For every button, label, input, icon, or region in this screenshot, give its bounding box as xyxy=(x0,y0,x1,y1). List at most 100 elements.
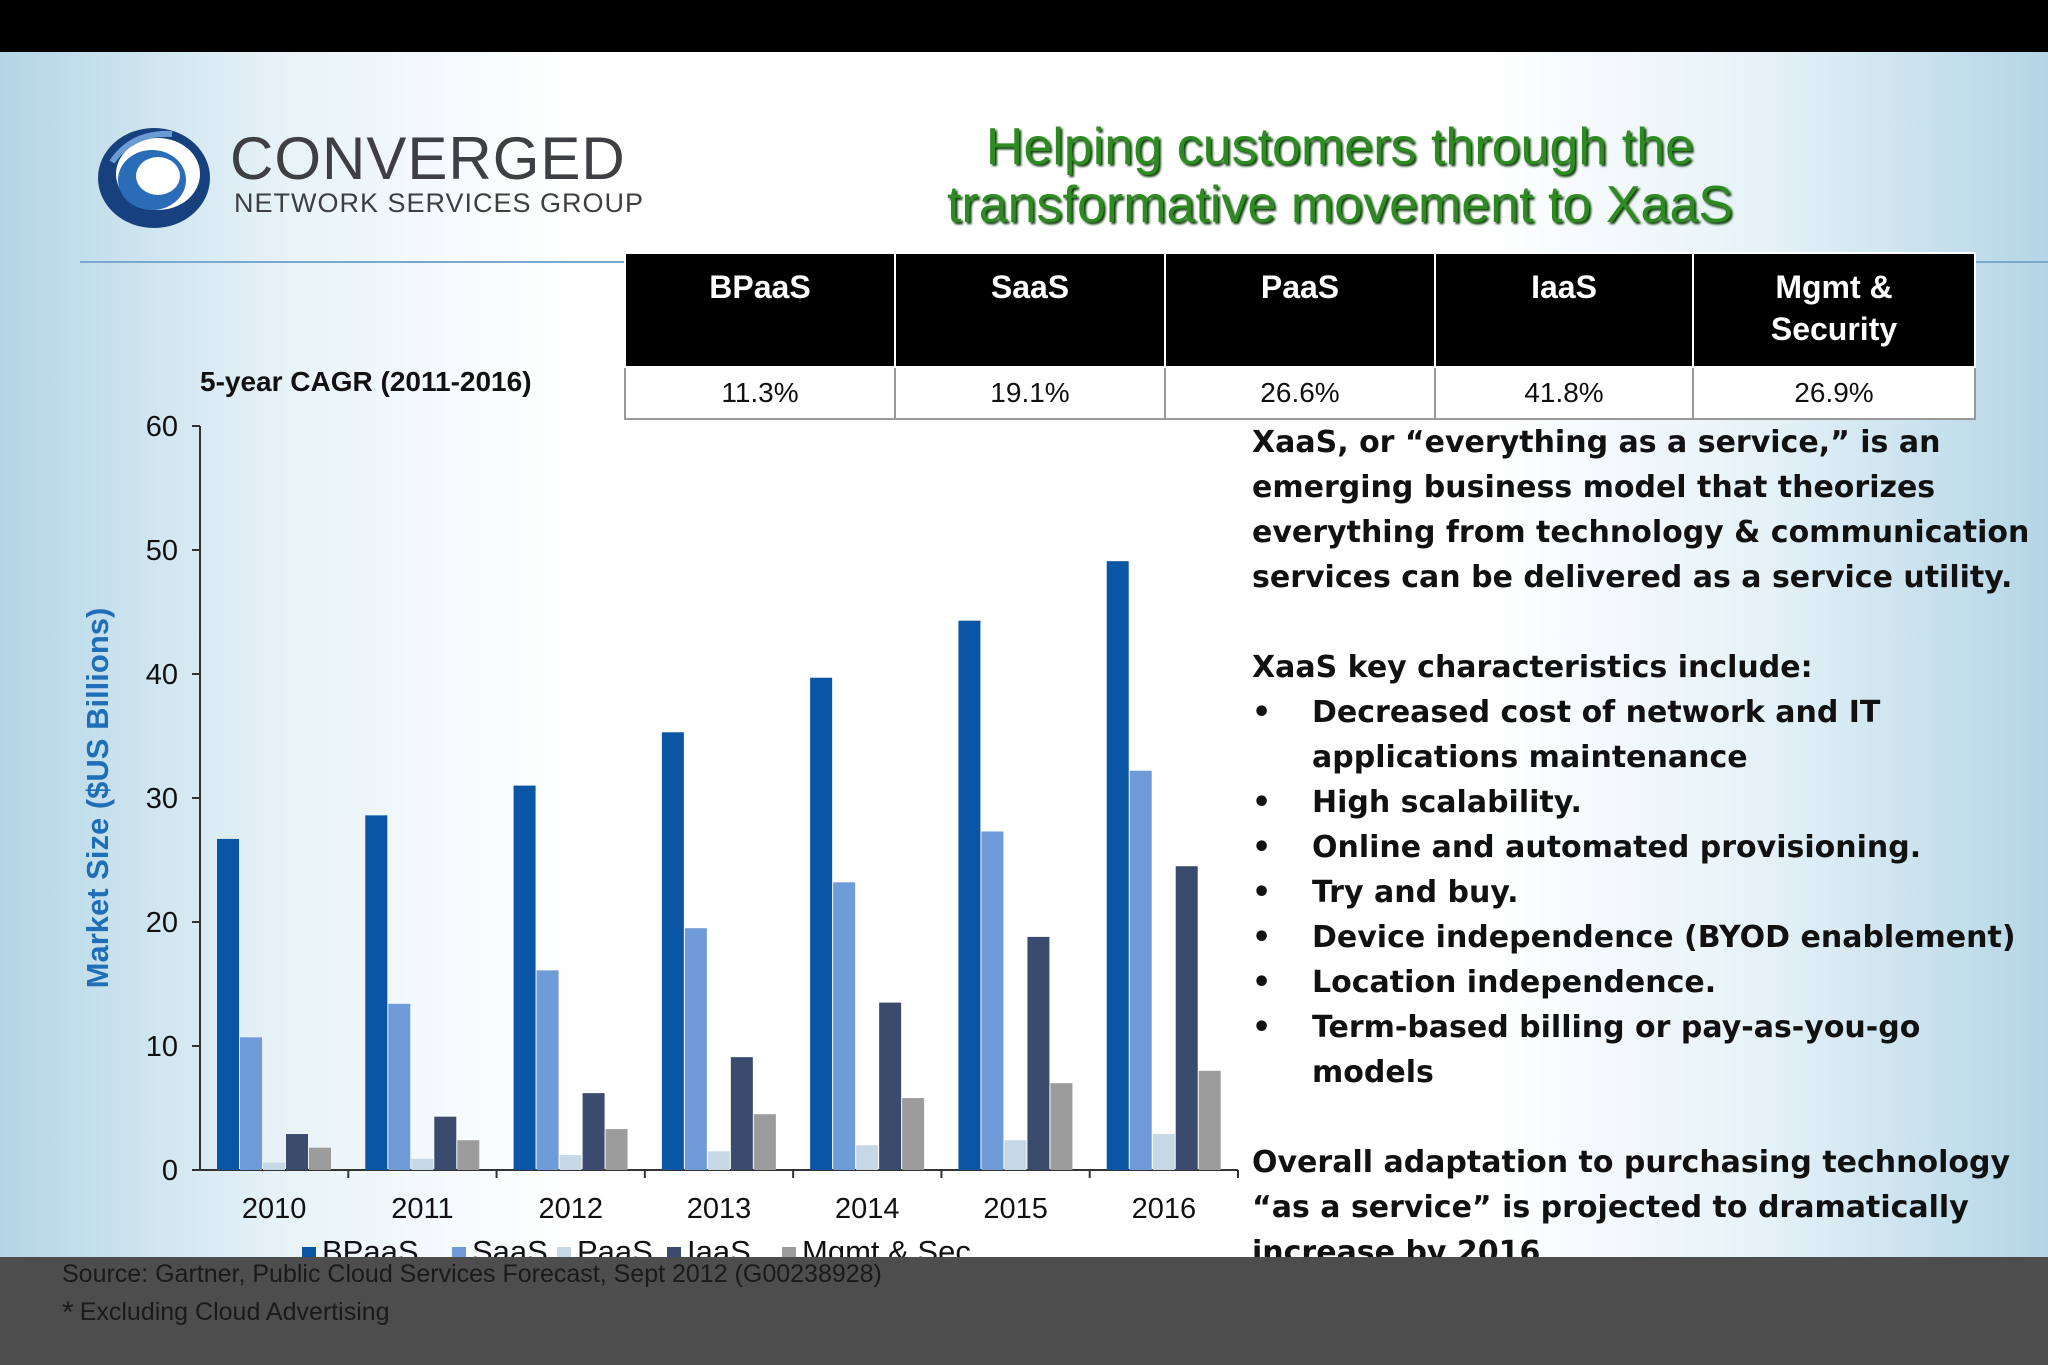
y-tick-label: 10 xyxy=(146,1031,178,1063)
bar-iaas-2013 xyxy=(730,1057,753,1170)
market-size-bar-chart: 0 10 20 30 40 50 60 Market Size ($US Billions) 2… xyxy=(80,411,1239,1257)
legend-swatch xyxy=(302,1247,316,1257)
bar-iaas-2012 xyxy=(582,1093,605,1170)
x-tick-label: 2014 xyxy=(835,1193,900,1225)
slide: CONVERGED NETWORK SERVICES GROUP Helping… xyxy=(0,52,2048,1257)
list-item: • Device independence (BYOD enablement) xyxy=(1252,915,2042,960)
bar-paas-2011 xyxy=(411,1158,434,1170)
bullet-icon: • xyxy=(1252,695,1272,730)
bar-paas-2012 xyxy=(559,1155,582,1170)
cagr-header-paas: PaaS xyxy=(1164,252,1436,368)
xaas-description-panel: XaaS, or “everything as a service,” is a… xyxy=(1252,420,2042,1257)
x-tick-label: 2011 xyxy=(391,1193,453,1225)
footnote-text: Excluding Cloud Advertising xyxy=(79,1298,390,1326)
bar-saas-2010 xyxy=(240,1037,262,1170)
legend-label: PaaS xyxy=(577,1234,653,1257)
cagr-value-paas: 26.6% xyxy=(1164,366,1436,420)
cagr-value-iaas: 41.8% xyxy=(1434,366,1694,420)
bar-mgmt-sec-2016 xyxy=(1198,1070,1221,1170)
bar-saas-2015 xyxy=(981,831,1004,1170)
bar-bpaas-2011 xyxy=(365,815,388,1170)
y-axis-title: Market Size ($US Billions) xyxy=(80,608,115,989)
legend-label: IaaS xyxy=(687,1234,751,1257)
footer-band xyxy=(0,1257,2048,1365)
bar-iaas-2011 xyxy=(434,1116,457,1170)
characteristics-list: • Decreased cost of network and IT applic… xyxy=(1252,690,2042,1095)
bar-saas-2013 xyxy=(684,928,707,1170)
bar-saas-2014 xyxy=(833,882,856,1170)
logo-subtitle: NETWORK SERVICES GROUP xyxy=(234,188,645,218)
cagr-value-row: 11.3% 19.1% 26.6% 41.8% 26.9% xyxy=(624,366,1976,420)
bar-mgmt-sec-2015 xyxy=(1050,1083,1073,1170)
bar-bpaas-2010 xyxy=(217,838,239,1170)
bar-iaas-2010 xyxy=(286,1134,308,1170)
bar-paas-2015 xyxy=(1004,1140,1027,1170)
cagr-header-row: BPaaS SaaS PaaS IaaS Mgmt & Security xyxy=(624,252,1976,368)
footnote: * Excluding Cloud Advertising xyxy=(62,1296,390,1330)
slide-headline: Helping customers through the transforma… xyxy=(880,118,1800,234)
bar-saas-2016 xyxy=(1129,770,1152,1170)
bullet-icon: • xyxy=(1252,920,1272,955)
bar-mgmt-sec-2012 xyxy=(605,1129,628,1170)
bar-iaas-2014 xyxy=(879,1002,902,1170)
bar-mgmt-sec-2014 xyxy=(902,1098,925,1170)
legend-label: BPaaS xyxy=(322,1234,419,1257)
list-item: • Try and buy. xyxy=(1252,870,2042,915)
cagr-label: 5-year CAGR (2011-2016) xyxy=(200,366,532,397)
list-item: • Decreased cost of network and IT applic… xyxy=(1252,690,2042,780)
conclusion-paragraph: Overall adaptation to purchasing technol… xyxy=(1252,1145,2011,1257)
cagr-header-saas: SaaS xyxy=(894,252,1166,368)
cagr-value-bpaas: 11.3% xyxy=(624,366,896,420)
legend-swatch xyxy=(782,1247,796,1257)
cagr-header-bpaas: BPaaS xyxy=(624,252,896,368)
bar-iaas-2016 xyxy=(1175,866,1198,1170)
y-tick-label: 20 xyxy=(146,907,178,939)
bullet-icon: • xyxy=(1252,1010,1272,1045)
list-item: • Online and automated provisioning. xyxy=(1252,825,2042,870)
bullet-icon: • xyxy=(1252,875,1272,910)
legend-label: SaaS xyxy=(472,1234,548,1257)
y-tick-label: 40 xyxy=(146,659,178,691)
logo-company-name: CONVERGED xyxy=(230,125,626,192)
bar-mgmt-sec-2011 xyxy=(457,1140,480,1170)
cagr-value-mgmt-security: 26.9% xyxy=(1692,366,1976,420)
bar-mgmt-sec-2013 xyxy=(753,1114,776,1170)
y-tick-label: 30 xyxy=(146,783,178,815)
bar-bpaas-2016 xyxy=(1106,561,1129,1170)
bar-paas-2014 xyxy=(856,1145,879,1170)
bar-bpaas-2013 xyxy=(661,732,684,1170)
legend-swatch xyxy=(667,1247,681,1257)
x-tick-label: 2013 xyxy=(687,1193,752,1225)
legend-label: Mgmt & Sec xyxy=(802,1234,971,1257)
bar-bpaas-2014 xyxy=(810,677,833,1170)
bullet-icon: • xyxy=(1252,785,1272,820)
bar-paas-2013 xyxy=(707,1151,730,1170)
list-item: • High scalability. xyxy=(1252,780,2042,825)
logo-swirl-icon xyxy=(98,128,210,228)
bar-mgmt-sec-2010 xyxy=(309,1147,331,1170)
x-tick-label: 2015 xyxy=(983,1193,1048,1225)
bar-saas-2012 xyxy=(536,970,559,1170)
x-tick-label: 2012 xyxy=(538,1193,603,1225)
y-tick-label: 50 xyxy=(146,535,178,567)
cagr-table: BPaaS SaaS PaaS IaaS Mgmt & Security 11.3… xyxy=(624,252,1976,420)
list-item: • Term-based billing or pay-as-you-go mod… xyxy=(1252,1005,2042,1095)
y-tick-label: 60 xyxy=(146,411,178,443)
characteristics-heading: XaaS key characteristics include: xyxy=(1252,650,1813,685)
company-logo: CONVERGED NETWORK SERVICES GROUP xyxy=(92,122,652,232)
y-tick-label: 0 xyxy=(162,1155,178,1187)
bar-paas-2010 xyxy=(263,1162,285,1170)
bar-paas-2016 xyxy=(1152,1134,1175,1170)
headline-line-1: Helping customers through the xyxy=(985,118,1695,176)
bar-bpaas-2015 xyxy=(958,620,981,1170)
cagr-header-iaas: IaaS xyxy=(1434,252,1694,368)
legend-swatch xyxy=(557,1247,571,1257)
headline-line-2: transformative movement to XaaS xyxy=(946,176,1734,234)
bar-saas-2011 xyxy=(388,1003,411,1170)
list-item: • Location independence. xyxy=(1252,960,2042,1005)
bullet-icon: • xyxy=(1252,830,1272,865)
x-tick-label: 2016 xyxy=(1132,1193,1197,1225)
x-tick-label: 2010 xyxy=(242,1193,307,1225)
cagr-value-saas: 19.1% xyxy=(894,366,1166,420)
intro-paragraph: XaaS, or “everything as a service,” is a… xyxy=(1252,425,2030,595)
